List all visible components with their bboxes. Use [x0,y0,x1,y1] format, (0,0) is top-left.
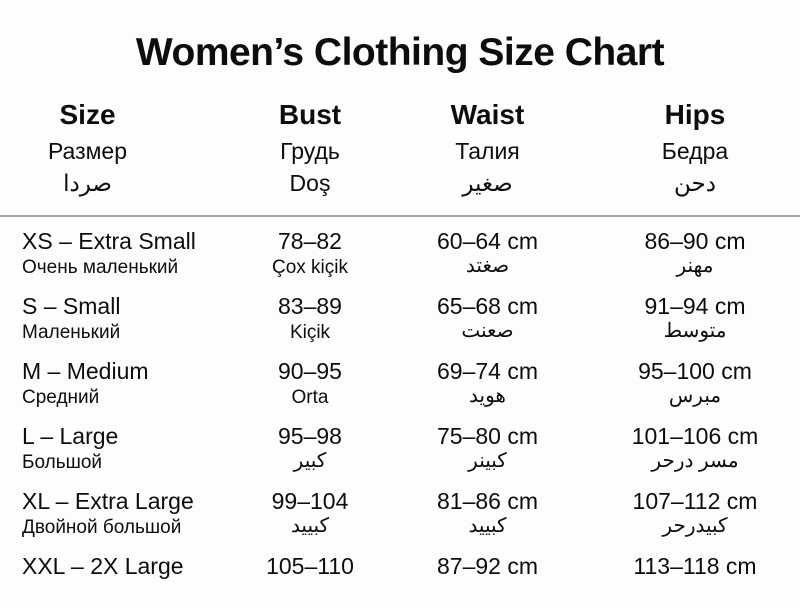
column-header-waist-en: Waist [450,98,525,130]
size-label: XS – Extra Small [22,227,196,254]
waist-translation: كبييد [468,515,507,538]
bust-translation: Çox kiçik [271,257,348,279]
hips-cell: 113–118 cm [590,554,800,607]
bust-translation: كبير [293,450,327,473]
size-translation: Двойной большой [22,517,182,539]
waist-cell: 75–80 cm كبينر [385,424,590,477]
column-header-hips-ar: دحن [674,169,716,196]
size-translation: Средний [22,387,100,409]
hips-translation: مبرس [668,385,722,408]
hips-cell: 91–94 cm متوسط [590,294,800,347]
hips-value: 101–106 cm [631,422,759,449]
hips-translation: مهنر [676,255,714,278]
bust-translation: Kiçik [289,322,331,344]
table-row-m: M – Medium Средний 90–95 Orta 69–74 cm ه… [0,347,800,412]
page-title: Women’s Clothing Size Chart [135,31,665,74]
size-cell: XXL – 2X Large [0,554,235,607]
column-header-bust-az: Doş [289,169,331,196]
table-row-xl: XL – Extra Large Двойной большой 99–104 … [0,477,800,542]
hips-translation: مسر درحر [651,450,739,473]
hips-value: 95–100 cm [638,357,752,384]
bust-cell: 105–110 [235,554,385,607]
bust-value: 83–89 [278,292,342,319]
size-label: XL – Extra Large [22,487,194,514]
waist-value: 87–92 cm [436,552,538,579]
size-chart-table-body: XS – Extra Small Очень маленький 78–82 Ç… [0,217,800,607]
bust-cell: 95–98 كبير [235,424,385,477]
hips-value: 113–118 cm [633,552,757,579]
waist-value: 75–80 cm [436,422,538,449]
bust-translation: Orta [291,387,329,409]
waist-value: 81–86 cm [436,487,538,514]
column-header-size: Size Размер صردا [0,98,235,196]
column-header-hips: Hips Бедра دحن [590,98,800,196]
column-header-bust: Bust Грудь Doş [235,98,385,196]
waist-value: 60–64 cm [436,227,538,254]
size-cell: M – Medium Средний [0,359,235,412]
hips-value: 91–94 cm [644,292,746,319]
size-cell: L – Large Большой [0,424,235,477]
hips-value: 86–90 cm [644,227,746,254]
hips-cell: 107–112 cm كبيدرحر [590,489,800,542]
column-header-bust-ru: Грудь [280,137,340,164]
hips-cell: 86–90 cm مهنر [590,229,800,282]
hips-value: 107–112 cm [632,487,758,514]
size-cell: XS – Extra Small Очень маленький [0,229,235,282]
waist-cell: 60–64 cm صغتد [385,229,590,282]
size-translation: Большой [22,452,103,474]
column-header-waist-ru: Талия [455,137,520,164]
size-label: M – Medium [22,357,149,384]
bust-cell: 78–82 Çox kiçik [235,229,385,282]
size-cell: XL – Extra Large Двойной большой [0,489,235,542]
bust-cell: 83–89 Kiçik [235,294,385,347]
waist-cell: 65–68 cm صعنت [385,294,590,347]
size-label: L – Large [22,422,119,449]
bust-value: 78–82 [278,227,342,254]
bust-translation: كبييد [290,515,330,538]
waist-value: 65–68 cm [436,292,538,319]
size-translation: Маленький [22,322,121,344]
bust-cell: 90–95 Orta [235,359,385,412]
table-row-l: L – Large Большой 95–98 كبير 75–80 cm كب… [0,412,800,477]
waist-cell: 81–86 cm كبييد [385,489,590,542]
waist-translation: صغتد [465,255,510,278]
table-row-xs: XS – Extra Small Очень маленький 78–82 Ç… [0,217,800,282]
table-row-xxl: XXL – 2X Large 105–110 87–92 cm 113–118 … [0,542,800,607]
size-cell: S – Small Маленький [0,294,235,347]
column-header-hips-ru: Бедра [661,137,729,164]
waist-translation: هويد [469,385,506,408]
size-label: S – Small [22,292,121,319]
bust-value: 90–95 [278,357,342,384]
column-header-waist-ar: صغير [462,169,513,196]
table-header-row: Size Размер صردا Bust Грудь Doş Waist Та… [0,98,800,217]
column-header-size-ar: صردا [63,169,112,196]
bust-value: 95–98 [278,422,342,449]
waist-cell: 87–92 cm [385,554,590,607]
column-header-size-ru: Размер [47,137,128,164]
bust-cell: 99–104 كبييد [235,489,385,542]
column-header-size-en: Size [59,98,116,130]
waist-translation: كبينر [468,450,507,473]
hips-translation: متوسط [663,320,727,343]
waist-translation: صعنت [461,320,514,343]
bust-value: 105–110 [266,552,354,579]
waist-value: 69–74 cm [436,357,538,384]
waist-cell: 69–74 cm هويد [385,359,590,412]
hips-cell: 101–106 cm مسر درحر [590,424,800,477]
size-translation: Очень маленький [22,257,179,279]
column-header-waist: Waist Талия صغير [385,98,590,196]
hips-cell: 95–100 cm مبرس [590,359,800,412]
column-header-bust-en: Bust [278,98,342,130]
table-row-s: S – Small Маленький 83–89 Kiçik 65–68 cm… [0,282,800,347]
size-label: XXL – 2X Large [22,552,184,579]
bust-value: 99–104 [271,487,349,514]
column-header-hips-en: Hips [664,98,726,130]
hips-translation: كبيدرحر [662,515,728,538]
